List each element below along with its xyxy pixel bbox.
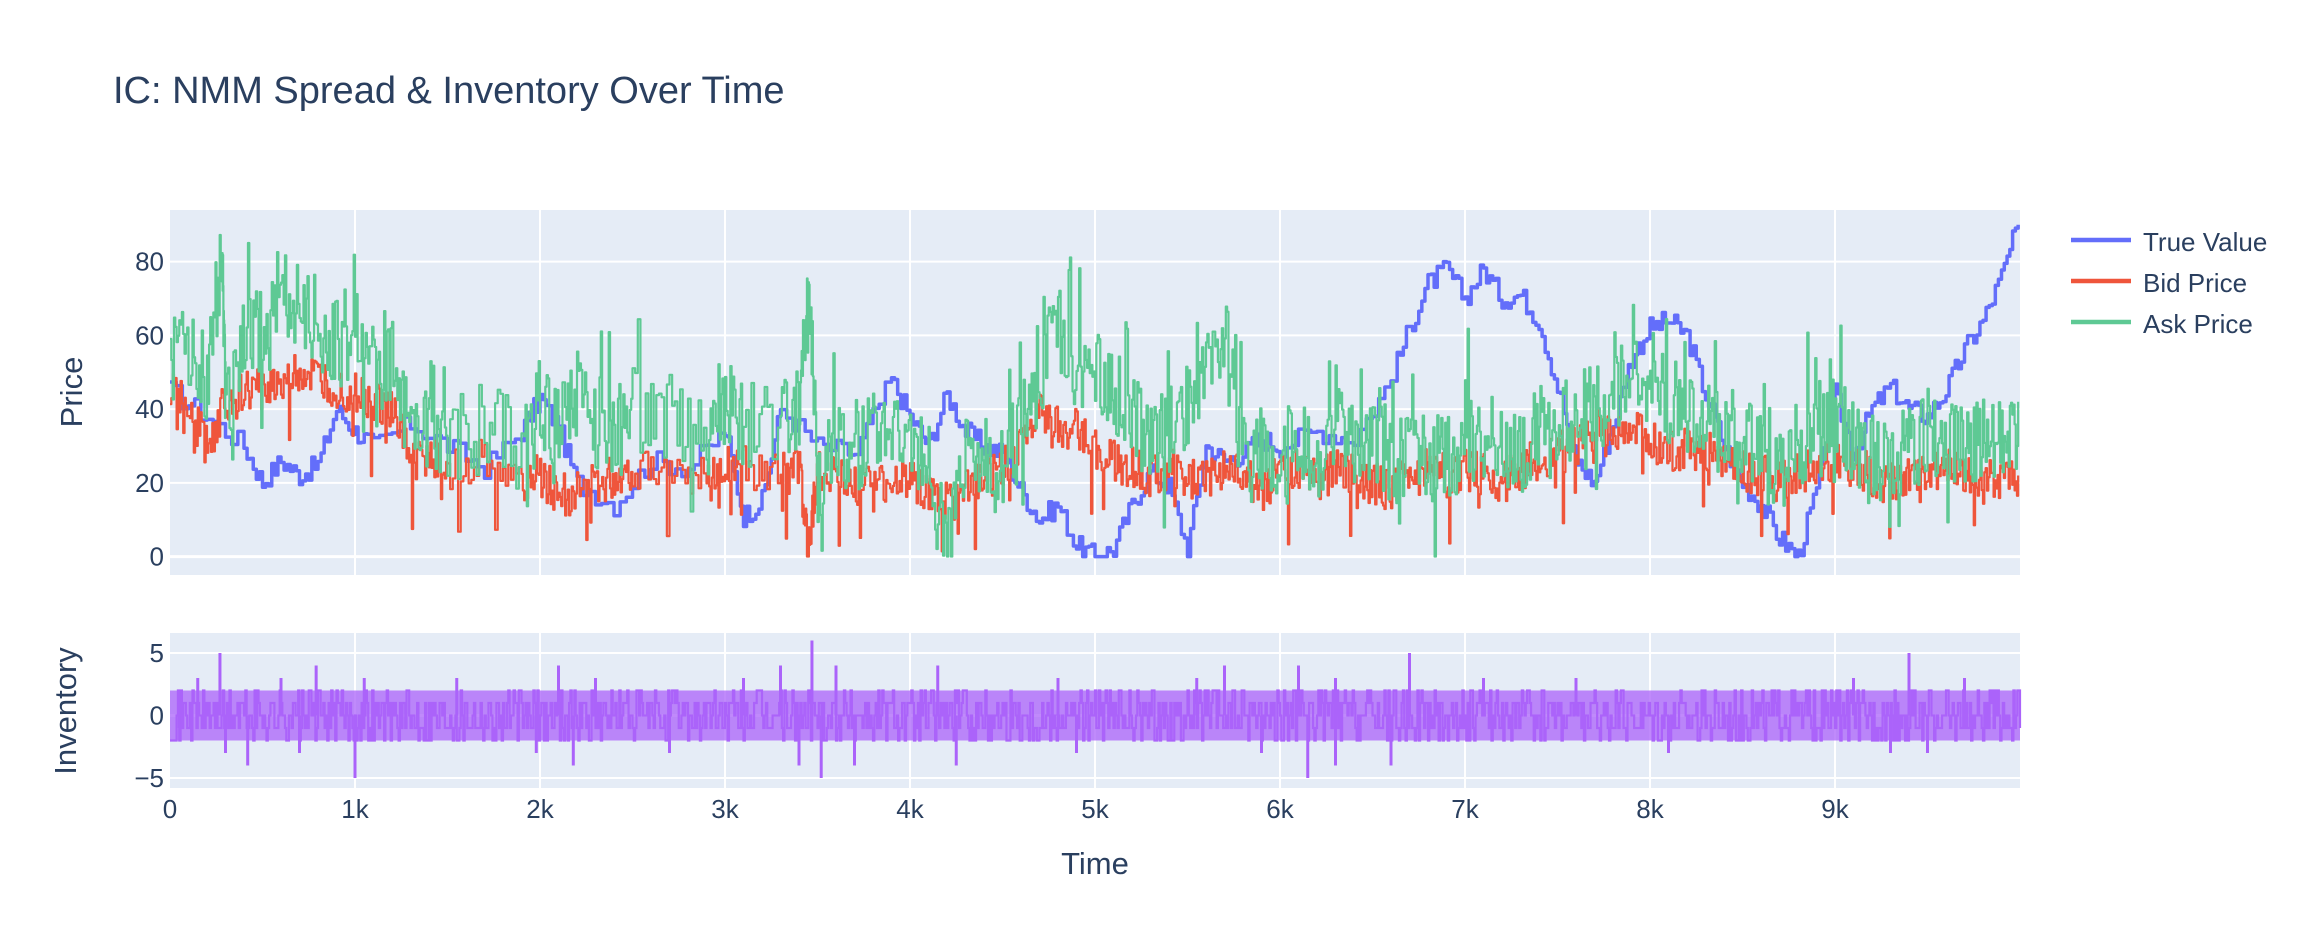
series-line-ask-price <box>170 233 2020 558</box>
inventory-band <box>170 690 2020 741</box>
y-tick-label: 20 <box>135 468 164 498</box>
chart-title: IC: NMM Spread & Inventory Over Time <box>113 70 785 112</box>
legend-label-true-value: True Value <box>2143 227 2267 257</box>
price-y-axis-title: Price <box>54 357 89 428</box>
x-tick-label: 2k <box>526 794 554 824</box>
x-tick-label: 0 <box>163 794 177 824</box>
price-panel: 0 20 40 60 80 Price <box>54 210 2020 575</box>
x-tick-label: 9k <box>1821 794 1849 824</box>
inventory-y-ticks: −5 0 5 <box>134 638 164 793</box>
y-tick-label: 0 <box>150 701 164 731</box>
x-tick-label: 5k <box>1081 794 1109 824</box>
y-tick-label: 40 <box>135 394 164 424</box>
price-series <box>170 224 2020 559</box>
legend: True Value Bid Price Ask Price <box>2071 227 2267 339</box>
inventory-y-axis-title: Inventory <box>48 647 83 775</box>
legend-label-bid-price: Bid Price <box>2143 268 2247 298</box>
x-tick-label: 8k <box>1636 794 1664 824</box>
x-tick-label: 3k <box>711 794 739 824</box>
y-tick-label: 60 <box>135 320 164 350</box>
x-tick-label: 7k <box>1451 794 1479 824</box>
y-tick-label: −5 <box>134 763 164 793</box>
x-tick-label: 4k <box>896 794 924 824</box>
inventory-series <box>170 640 2022 778</box>
inventory-panel: −5 0 5 Inventory <box>48 633 2022 793</box>
x-ticks: 0 1k 2k 3k 4k 5k 6k 7k 8k 9k <box>163 794 1850 824</box>
legend-item-ask-price[interactable]: Ask Price <box>2071 309 2253 339</box>
x-tick-label: 1k <box>341 794 369 824</box>
legend-label-ask-price: Ask Price <box>2143 309 2253 339</box>
y-tick-label: 5 <box>150 638 164 668</box>
y-tick-label: 0 <box>150 542 164 572</box>
x-tick-label: 6k <box>1266 794 1294 824</box>
legend-item-bid-price[interactable]: Bid Price <box>2071 268 2247 298</box>
legend-item-true-value[interactable]: True Value <box>2071 227 2267 257</box>
y-tick-label: 80 <box>135 247 164 277</box>
x-axis-title: Time <box>1061 846 1129 881</box>
price-y-ticks: 0 20 40 60 80 <box>135 247 164 572</box>
